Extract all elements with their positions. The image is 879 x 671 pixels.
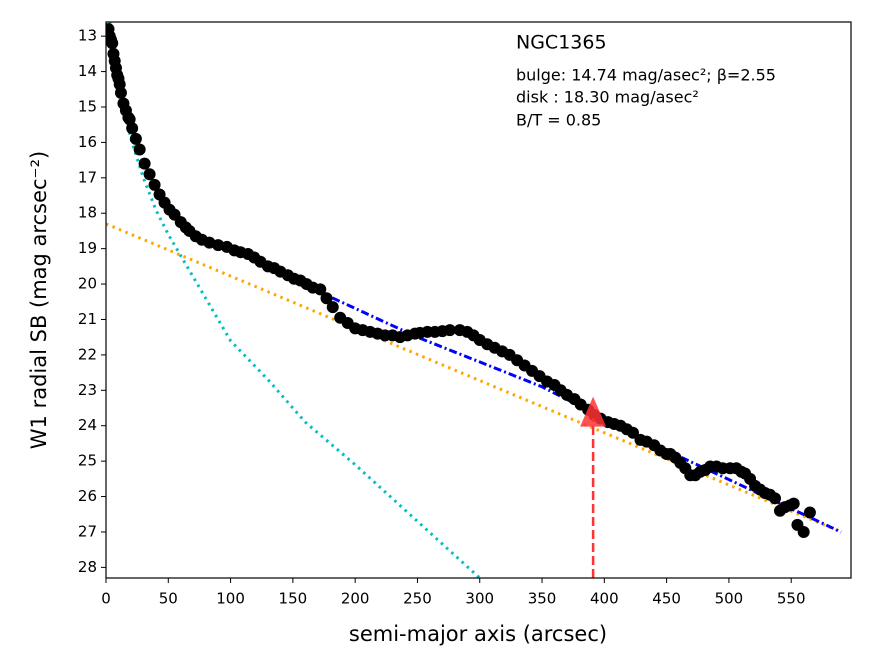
x-tick-label: 50: [159, 590, 178, 608]
y-axis-label: W1 radial SB (mag arcsec⁻²): [27, 151, 51, 449]
x-tick-label: 300: [465, 590, 494, 608]
data-point: [143, 168, 156, 181]
x-tick-label: 200: [341, 590, 370, 608]
y-tick-label: 25: [78, 452, 97, 470]
data-point: [320, 292, 333, 305]
y-tick-label: 26: [78, 487, 97, 505]
y-tick-label: 22: [78, 345, 97, 363]
x-tick-label: 250: [403, 590, 432, 608]
data-point: [787, 497, 800, 510]
y-tick-label: 13: [78, 27, 97, 45]
plot-frame: [105, 21, 852, 579]
data-point: [106, 37, 119, 50]
y-tick-label: 19: [78, 239, 97, 257]
y-tick-label: 14: [78, 62, 97, 80]
x-tick-label: 0: [101, 590, 111, 608]
data-point: [326, 301, 339, 314]
y-tick-label: 17: [78, 168, 97, 186]
y-tick-label: 24: [78, 416, 97, 434]
x-tick-label: 450: [652, 590, 681, 608]
plot-area: [106, 22, 842, 578]
y-tick-label: 18: [78, 204, 97, 222]
y-tick-label: 28: [78, 558, 97, 576]
data-point: [148, 178, 161, 191]
x-tick-label: 350: [528, 590, 557, 608]
annotation: bulge: 14.74 mag/asec²; β=2.55: [516, 66, 776, 85]
data-point: [114, 86, 127, 99]
x-tick-label: 550: [777, 590, 806, 608]
y-tick-label: 23: [78, 381, 97, 399]
y-tick-label: 27: [78, 522, 97, 540]
x-tick-label: 500: [715, 590, 744, 608]
y-tick-label: 21: [78, 310, 97, 328]
data-point: [797, 525, 810, 538]
data-point: [126, 122, 139, 135]
data-point: [133, 143, 146, 156]
data-point: [443, 324, 456, 337]
y-tick-label: 15: [78, 97, 97, 115]
chart-title: NGC1365: [516, 32, 607, 54]
x-axis-label: semi-major axis (arcsec): [349, 622, 607, 646]
y-tick-label: 20: [78, 275, 97, 293]
x-tick-label: 100: [216, 590, 245, 608]
data-point: [314, 283, 327, 296]
marker: [580, 396, 607, 427]
data-point: [769, 492, 782, 505]
fit-line: [106, 222, 842, 534]
fit-line: [108, 22, 481, 578]
x-tick-label: 150: [279, 590, 308, 608]
data-point: [138, 157, 151, 170]
data-point: [626, 426, 639, 439]
x-tick-label: 400: [590, 590, 619, 608]
annotation: disk : 18.30 mag/asec²: [516, 88, 699, 107]
fit-line: [317, 289, 842, 534]
annotation: B/T = 0.85: [516, 111, 601, 130]
y-tick-label: 16: [78, 133, 97, 151]
data-point: [803, 506, 816, 519]
data-point: [129, 132, 142, 145]
